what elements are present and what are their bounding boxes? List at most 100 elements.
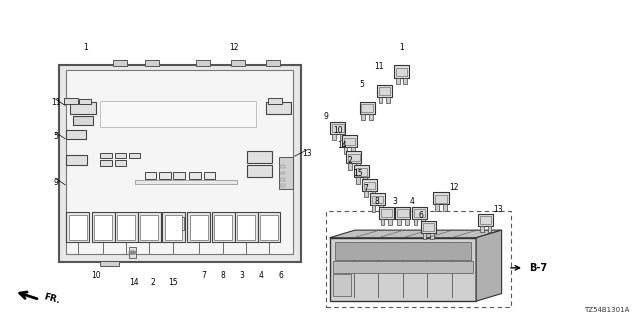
Bar bbox=[362, 105, 373, 112]
Bar bbox=[396, 68, 407, 76]
Text: 11: 11 bbox=[374, 62, 383, 71]
Bar bbox=[138, 212, 161, 243]
Text: 13: 13 bbox=[493, 205, 503, 214]
Bar bbox=[435, 195, 447, 203]
Text: 6: 6 bbox=[278, 271, 283, 280]
Text: 10: 10 bbox=[91, 271, 100, 280]
Bar bbox=[115, 160, 126, 166]
Bar bbox=[237, 215, 255, 240]
Bar bbox=[189, 172, 201, 179]
Text: 13: 13 bbox=[303, 149, 312, 158]
Text: 4: 4 bbox=[259, 271, 264, 280]
Bar bbox=[364, 181, 376, 189]
Bar bbox=[79, 99, 91, 105]
Bar bbox=[335, 242, 471, 260]
Bar bbox=[356, 163, 360, 170]
Bar bbox=[231, 60, 245, 67]
Text: 11: 11 bbox=[51, 99, 60, 108]
Bar bbox=[480, 216, 492, 224]
Bar bbox=[173, 172, 185, 179]
Bar bbox=[421, 219, 425, 225]
Bar bbox=[257, 212, 280, 243]
Bar bbox=[412, 207, 427, 219]
Polygon shape bbox=[330, 230, 502, 238]
Bar bbox=[348, 163, 352, 170]
Bar bbox=[344, 138, 355, 145]
Bar bbox=[362, 114, 365, 120]
Bar bbox=[377, 84, 392, 97]
Bar bbox=[188, 212, 211, 243]
Bar bbox=[342, 135, 357, 147]
Bar bbox=[59, 65, 301, 261]
Bar bbox=[364, 191, 368, 197]
Bar bbox=[413, 209, 425, 217]
Bar bbox=[420, 221, 436, 233]
Bar bbox=[422, 223, 434, 231]
Bar bbox=[67, 212, 90, 243]
Bar bbox=[280, 178, 285, 180]
Bar bbox=[280, 165, 285, 168]
Bar bbox=[354, 165, 369, 178]
Bar bbox=[381, 209, 392, 217]
Bar bbox=[115, 153, 126, 158]
Bar bbox=[430, 233, 434, 239]
Bar bbox=[348, 154, 360, 161]
Bar bbox=[204, 172, 216, 179]
Bar bbox=[332, 124, 344, 132]
Bar bbox=[246, 151, 272, 163]
Text: 9: 9 bbox=[324, 112, 329, 121]
Text: 14: 14 bbox=[129, 278, 139, 287]
Bar bbox=[159, 172, 171, 179]
Bar bbox=[266, 60, 280, 67]
Bar bbox=[413, 219, 417, 225]
Bar bbox=[117, 215, 135, 240]
Text: 3: 3 bbox=[393, 197, 397, 206]
Bar bbox=[100, 101, 256, 127]
Bar bbox=[100, 153, 111, 158]
Bar bbox=[190, 215, 208, 240]
Bar bbox=[64, 98, 78, 105]
Text: 3: 3 bbox=[240, 271, 244, 280]
Polygon shape bbox=[476, 230, 502, 301]
Bar bbox=[443, 204, 447, 211]
Text: 5: 5 bbox=[359, 80, 364, 89]
Bar bbox=[73, 116, 93, 125]
Bar bbox=[280, 184, 285, 187]
Bar bbox=[162, 212, 185, 243]
Bar bbox=[135, 180, 237, 184]
Circle shape bbox=[129, 251, 136, 254]
Text: 14: 14 bbox=[337, 141, 347, 150]
Bar bbox=[330, 238, 476, 301]
Text: 7: 7 bbox=[364, 184, 368, 193]
Bar bbox=[478, 214, 493, 226]
Bar bbox=[422, 233, 426, 239]
Text: TZ54B1301A: TZ54B1301A bbox=[584, 307, 629, 313]
Bar bbox=[145, 60, 159, 67]
Text: 15: 15 bbox=[168, 278, 179, 287]
Bar bbox=[404, 219, 408, 225]
Bar bbox=[340, 134, 344, 140]
Bar bbox=[379, 97, 383, 103]
Bar bbox=[115, 212, 138, 243]
Bar bbox=[433, 192, 449, 204]
Bar bbox=[67, 69, 293, 253]
Bar bbox=[397, 219, 401, 225]
Bar bbox=[397, 209, 408, 217]
Bar bbox=[372, 191, 376, 197]
Bar bbox=[356, 178, 360, 184]
Text: FR.: FR. bbox=[42, 292, 60, 305]
Bar bbox=[92, 212, 115, 243]
Bar bbox=[394, 66, 409, 77]
Bar bbox=[396, 77, 399, 84]
Bar bbox=[346, 151, 362, 163]
Bar bbox=[480, 226, 484, 232]
Bar bbox=[332, 134, 336, 140]
Bar bbox=[145, 172, 156, 179]
Bar bbox=[381, 219, 385, 225]
Bar bbox=[172, 217, 184, 230]
Bar bbox=[129, 153, 140, 158]
Text: 9: 9 bbox=[53, 178, 58, 187]
Text: 12: 12 bbox=[449, 183, 459, 192]
Bar bbox=[351, 147, 355, 154]
Bar bbox=[330, 122, 346, 134]
